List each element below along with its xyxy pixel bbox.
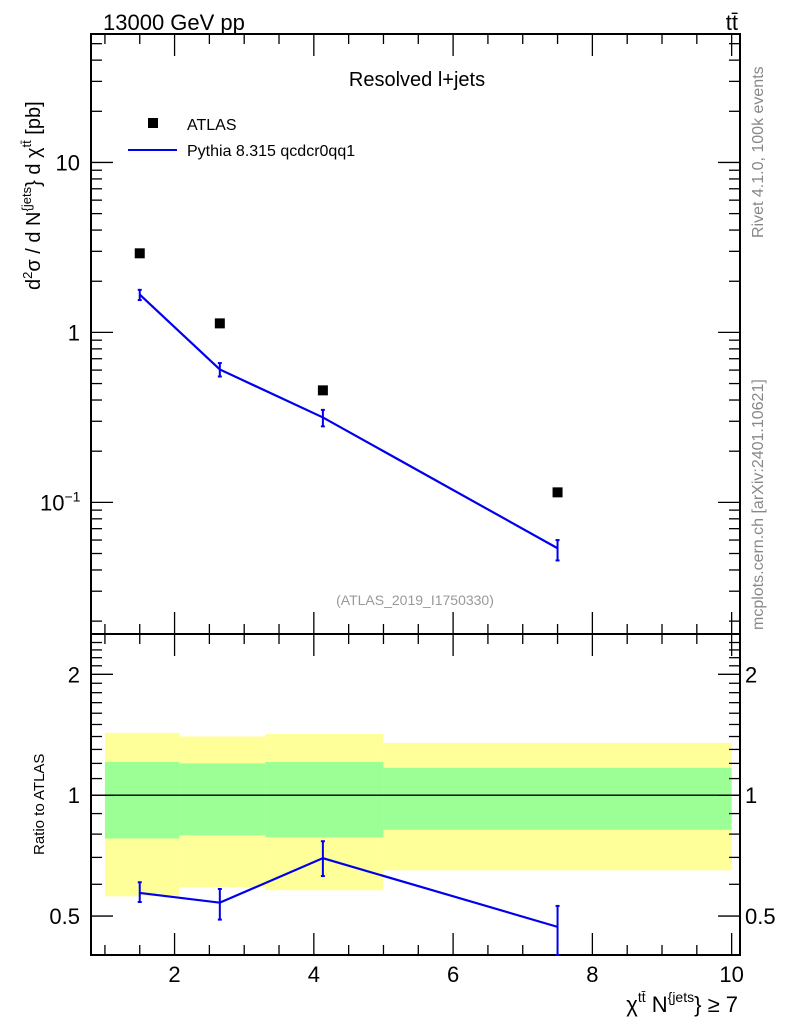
main-y-tick-label: 10−1 bbox=[40, 488, 81, 515]
mc-line bbox=[138, 293, 559, 550]
ratio-y-tick-label: 1 bbox=[68, 783, 80, 808]
ratio-band-inner bbox=[383, 767, 732, 830]
analysis-id: (ATLAS_2019_I1750330) bbox=[336, 592, 494, 608]
ratio-frame bbox=[90, 633, 741, 956]
atlas-data-point bbox=[214, 318, 225, 329]
header-process: tt̄ bbox=[726, 10, 738, 35]
x-tick-label: 8 bbox=[586, 962, 598, 987]
ratio-y-axis-label: Ratio to ATLAS bbox=[31, 754, 48, 855]
rivet-version-label: Rivet 4.1.0, 100k events bbox=[750, 66, 767, 238]
atlas-data-point bbox=[134, 248, 145, 259]
ratio-band-inner bbox=[104, 761, 180, 839]
x-tick-label: 2 bbox=[168, 962, 180, 987]
legend-atlas-marker bbox=[148, 118, 158, 128]
x-axis-label: χtt̄ N{jets} ≥ 7 bbox=[626, 989, 738, 1017]
ratio-band-inner bbox=[265, 761, 384, 838]
ratio-mc-line bbox=[139, 856, 558, 928]
ratio-y-tick-label-right: 1 bbox=[745, 783, 757, 808]
legend: ATLAS Pythia 8.315 qcdcr0qq1 bbox=[128, 117, 355, 160]
atlas-data-point bbox=[552, 487, 563, 498]
header-energy: 13000 GeV pp bbox=[103, 10, 245, 35]
ratio-y-tick-label-right: 0.5 bbox=[745, 904, 776, 929]
atlas-data-point bbox=[317, 385, 328, 396]
x-tick-label: 6 bbox=[447, 962, 459, 987]
ratio-y-tick-label: 0.5 bbox=[49, 904, 80, 929]
x-tick-label: 4 bbox=[308, 962, 320, 987]
main-panel: 10−1 1 10 bbox=[40, 33, 741, 635]
mcplots-label: mcplots.cern.ch [arXiv:2401.10621] bbox=[750, 379, 767, 630]
ratio-panel: 2 4 6 8 10 0.5 0.5 1 1 2 2 bbox=[49, 633, 776, 987]
ratio-y-tick-label: 2 bbox=[68, 662, 80, 687]
main-y-axis-label: d2σ / d N{jets} d χtt̄ [pb] bbox=[19, 101, 45, 290]
x-tick-label: 10 bbox=[719, 962, 743, 987]
ratio-y-tick-label-right: 2 bbox=[745, 662, 757, 687]
ratio-band-inner bbox=[179, 763, 266, 836]
main-y-tick-label: 1 bbox=[68, 320, 80, 345]
plot-title: Resolved l+jets bbox=[349, 69, 485, 91]
legend-mc-label: Pythia 8.315 qcdcr0qq1 bbox=[187, 143, 355, 160]
legend-atlas-label: ATLAS bbox=[187, 117, 237, 134]
main-y-tick-label: 10 bbox=[56, 150, 80, 175]
